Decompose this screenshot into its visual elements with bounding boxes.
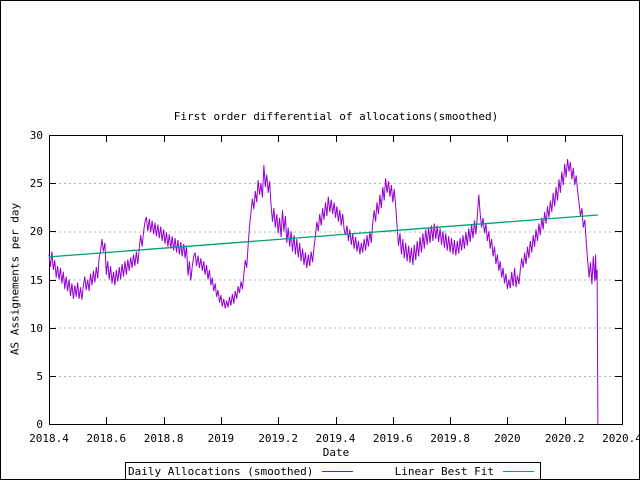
x-tick-label: 2018.4 — [29, 432, 69, 445]
y-tick-label: 5 — [36, 369, 43, 383]
x-tick-label: 2019.4 — [315, 432, 356, 445]
legend-entry-linear-best-fit: Linear Best Fit — [395, 465, 534, 478]
y-tick-label: 20 — [29, 225, 43, 239]
y-tick-label: 15 — [29, 273, 43, 287]
y-tick-label: 0 — [36, 418, 43, 431]
x-axis-label: Date — [322, 446, 350, 459]
y-tick-label: 30 — [29, 129, 43, 142]
legend: Daily Allocations (smoothed) Linear Best… — [125, 462, 541, 479]
legend-line-sample-linear-best-fit — [503, 470, 534, 472]
x-tick-label: 2019.2 — [258, 432, 299, 445]
x-tick-label: 2019.6 — [372, 432, 413, 445]
legend-entry-daily-allocations: Daily Allocations (smoothed) — [128, 464, 354, 478]
y-tick-label: 25 — [29, 177, 43, 191]
x-tick-label: 2019 — [207, 432, 235, 445]
x-tick-label: 2020.2 — [544, 432, 585, 445]
legend-line-sample-daily-allocations — [322, 470, 354, 472]
legend-label-linear-best-fit: Linear Best Fit — [394, 464, 494, 478]
linear-best-fit-line — [48, 214, 598, 258]
y-tick-label: 10 — [29, 321, 43, 335]
x-tick-label: 2018.8 — [143, 432, 184, 445]
daily-allocations-smoothed--line — [48, 159, 599, 425]
chart-title: First order differential of allocations(… — [173, 110, 499, 123]
legend-label-daily-allocations: Daily Allocations (smoothed) — [128, 464, 314, 478]
x-tick-label: 2018.6 — [86, 432, 127, 445]
x-tick-label: 2019.8 — [430, 432, 470, 445]
x-tick-label: 2020.4 — [602, 432, 640, 445]
x-tick-label: 2020 — [494, 432, 521, 445]
